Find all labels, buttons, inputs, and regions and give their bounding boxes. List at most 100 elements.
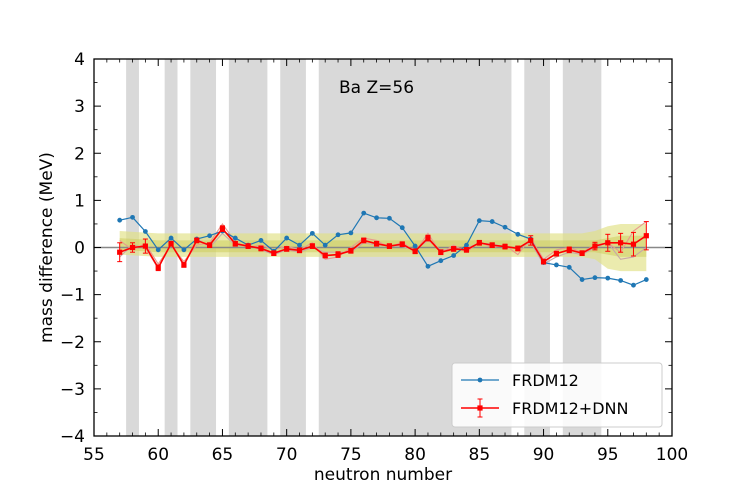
x-tick-label: 70 xyxy=(276,445,298,465)
frdm12-point xyxy=(232,235,238,241)
frdm12-dnn-point xyxy=(579,250,585,256)
frdm12-point xyxy=(258,238,264,243)
frdm12-dnn-point xyxy=(399,241,405,247)
legend-frdm12-label: FRDM12 xyxy=(512,371,579,390)
frdm12-dnn-point xyxy=(412,248,418,254)
frdm12-dnn-point xyxy=(219,226,226,232)
frdm12-dnn-point xyxy=(476,240,482,246)
frdm12-dnn-point xyxy=(284,246,290,252)
y-tick-label: 0 xyxy=(74,239,85,259)
frdm12-point xyxy=(284,235,290,241)
frdm12-dnn-point xyxy=(643,233,649,239)
x-tick-label: 95 xyxy=(597,445,619,465)
frdm12-dnn-point xyxy=(386,243,393,249)
frdm12-dnn-point xyxy=(515,245,521,252)
frdm12-point xyxy=(515,231,521,237)
frdm12-point xyxy=(361,210,367,216)
frdm12-dnn-point xyxy=(335,251,341,258)
x-tick-label: 90 xyxy=(533,445,555,465)
frdm12-point xyxy=(374,215,379,221)
frdm12-point xyxy=(643,277,649,282)
legend-dnn-marker xyxy=(477,405,483,411)
frdm12-point xyxy=(476,218,482,224)
y-tick-label: −2 xyxy=(60,333,85,353)
x-tick-label: 65 xyxy=(212,445,234,465)
frdm12-dnn-point xyxy=(438,249,444,255)
frdm12-point xyxy=(168,235,174,241)
x-tick-label: 80 xyxy=(404,445,426,465)
frdm12-point xyxy=(489,219,495,224)
frdm12-point xyxy=(502,224,508,230)
frdm12-dnn-point xyxy=(322,252,328,259)
frdm12-point xyxy=(425,263,431,269)
frdm12-point xyxy=(142,229,148,234)
x-tick-label: 100 xyxy=(656,445,688,465)
frdm12-point xyxy=(605,275,611,281)
frdm12-dnn-point xyxy=(168,241,174,247)
frdm12-dnn-point xyxy=(361,237,367,244)
x-tick-label: 85 xyxy=(469,445,491,465)
frdm12-point xyxy=(348,230,354,236)
frdm12-dnn-point xyxy=(232,241,238,247)
frdm12-point xyxy=(554,262,559,268)
frdm12-dnn-point xyxy=(451,246,457,252)
frdm12-point xyxy=(181,247,187,253)
frdm12-dnn-point xyxy=(463,247,470,253)
legend-box xyxy=(451,362,663,428)
frdm12-point xyxy=(130,214,135,220)
frdm12-point xyxy=(451,253,457,258)
frdm12-dnn-point xyxy=(117,249,123,255)
frdm12-dnn-point xyxy=(142,243,148,249)
x-tick-label: 55 xyxy=(83,445,105,465)
y-tick-label: −1 xyxy=(60,286,85,306)
legend-dnn-label: FRDM12+DNN xyxy=(512,399,628,418)
y-tick-label: 2 xyxy=(74,144,85,164)
y-tick-label: −3 xyxy=(60,380,85,400)
frdm12-dnn-point xyxy=(592,243,598,249)
frdm12-point xyxy=(579,277,585,282)
frdm12-dnn-point xyxy=(566,247,572,253)
frdm12-dnn-point xyxy=(258,245,264,252)
frdm12-dnn-point xyxy=(553,251,559,257)
frdm12-dnn-point xyxy=(296,247,303,253)
frdm12-point xyxy=(207,233,213,239)
frdm12-dnn-point xyxy=(245,243,251,249)
frdm12-point xyxy=(399,225,405,231)
frdm12-point xyxy=(335,232,341,238)
x-axis-ticks: 55 60 65 70 75 80 85 90 95 100 xyxy=(83,59,688,465)
frdm12-dnn-point xyxy=(502,243,508,250)
series-layer xyxy=(117,210,649,288)
frdm12-point xyxy=(438,258,444,264)
frdm12-dnn-point xyxy=(528,237,534,244)
chart-annotation: Ba Z=56 xyxy=(339,78,414,98)
frdm12-dnn-point xyxy=(489,242,495,248)
frdm12-dnn-point xyxy=(348,248,354,254)
frdm12-point xyxy=(387,215,392,221)
frdm12-point xyxy=(412,243,418,249)
y-axis-ticks: −4 −3 −2 −1 0 1 2 3 4 xyxy=(60,50,672,447)
frdm12-point xyxy=(117,217,123,223)
frdm12-point xyxy=(631,282,636,288)
frdm12-dnn-point xyxy=(181,262,187,268)
frdm12-point xyxy=(592,275,598,281)
frdm12-dnn-point xyxy=(155,265,161,271)
y-axis-label: mass difference (MeV) xyxy=(37,152,57,343)
x-tick-label: 75 xyxy=(340,445,362,465)
frdm12-point xyxy=(155,247,161,253)
frdm12-dnn-point xyxy=(425,235,431,241)
y-tick-label: 3 xyxy=(74,97,85,117)
frdm12-dnn-point xyxy=(271,250,277,256)
x-tick-label: 60 xyxy=(147,445,169,465)
frdm12-dnn-point xyxy=(630,241,637,247)
x-axis-label: neutron number xyxy=(314,465,452,485)
frdm12-dnn-point xyxy=(605,240,611,246)
frdm12-dnn-point xyxy=(207,242,213,248)
legend-frdm12-marker xyxy=(477,377,483,383)
frdm12-point xyxy=(297,242,302,248)
frdm12-point xyxy=(309,230,315,236)
frdm12-point xyxy=(322,242,328,248)
y-tick-label: 4 xyxy=(74,50,85,70)
frdm12-dnn-point xyxy=(309,243,315,249)
frdm12-point xyxy=(618,278,624,283)
